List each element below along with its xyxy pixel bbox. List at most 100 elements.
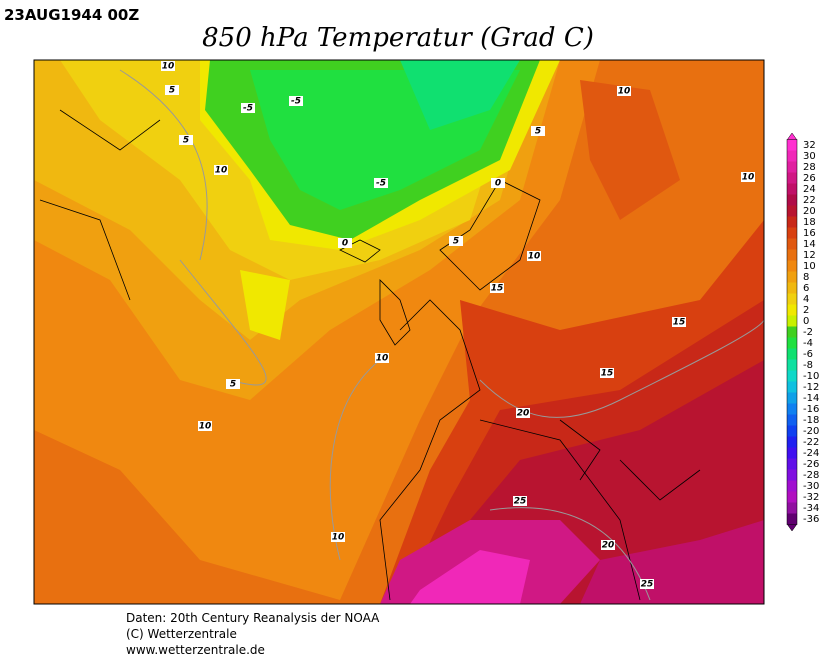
colorbar-swatch [787,172,797,184]
contour-label-box [491,178,505,188]
colorbar-swatch [787,337,797,349]
contour-label-box [527,251,541,261]
contour-label: -5 [243,104,253,114]
contour-label: -5 [291,97,301,107]
contour-label-box [672,317,686,327]
contour-label-box [289,96,303,106]
colorbar-swatch [787,414,797,426]
colorbar-swatch [787,469,797,481]
colorbar-swatch [787,139,797,151]
contour-label-box [375,353,389,363]
colorbar-swatch [787,150,797,162]
contour-label-box [214,165,228,175]
contour-label: 0 [495,179,501,189]
colorbar-label: -12 [803,382,819,393]
contour-label: 5 [230,380,236,390]
colorbar-swatch [787,227,797,239]
colorbar-label: 24 [803,184,816,195]
contour-label: -5 [376,179,386,189]
contour-label-box [338,238,352,248]
colorbar-label: 14 [803,239,816,250]
colorbar-label: -16 [803,404,819,415]
contour-label: 10 [742,173,755,183]
contour-label-box [161,61,175,71]
colorbar-label: -2 [803,327,813,338]
contour-label: 5 [169,86,175,96]
contour-label: 5 [535,127,541,137]
colorbar: 32302826242220181614121086420-2-4-6-8-10… [786,132,819,532]
colorbar-label: 0 [803,316,809,327]
colorbar-swatch [787,392,797,404]
contour-label: 10 [215,166,228,176]
colorbar-swatch [787,348,797,360]
footer-line: Daten: 20th Century Reanalysis der NOAA [126,611,380,625]
colorbar-swatch [787,458,797,470]
colorbar-label: 8 [803,272,809,283]
colorbar-label: 6 [803,283,809,294]
colorbar-swatch [787,304,797,316]
contour-label: 10 [332,533,345,543]
colorbar-label: -10 [803,371,819,382]
map [33,59,765,605]
colorbar-frame [786,139,798,525]
colorbar-swatch [787,491,797,503]
colorbar-swatch [787,183,797,195]
contour-label: 10 [162,62,175,72]
colorbar-swatch [787,194,797,206]
contour-label-box [331,532,345,542]
contour-label: 10 [528,252,541,262]
colorbar-swatch [787,447,797,459]
colorbar-label: -34 [803,503,819,514]
contour-label-box [600,368,614,378]
colorbar-label: 20 [803,206,816,217]
contour-label: 20 [517,409,530,419]
contour-label-box [741,172,755,182]
contour-label: 25 [514,497,527,507]
colorbar-swatch [787,282,797,294]
colorbar-arrow [786,523,798,532]
colorbar-label: 32 [803,140,816,151]
colorbar-swatch [787,271,797,283]
contour-label-box [165,85,179,95]
colorbar-swatch [787,381,797,393]
contour-label: 15 [491,284,504,294]
contour-label: 25 [641,580,654,590]
colorbar-label: -28 [803,470,819,481]
colorbar-label: -26 [803,459,819,470]
contour-label: 5 [453,237,459,247]
contour-label-box [374,178,388,188]
colorbar-label: -30 [803,481,819,492]
colorbar-swatch [787,480,797,492]
colorbar-swatch [787,359,797,371]
colorbar-swatch [787,293,797,305]
contour-label-box [516,408,530,418]
colorbar-label: -8 [803,360,813,371]
colorbar-swatch [787,260,797,272]
colorbar-label: 4 [803,294,809,305]
contour-label: 10 [618,87,631,97]
contour-label-box [490,283,504,293]
colorbar-swatch [787,315,797,327]
contour-label-box [531,126,545,136]
contour-label: 10 [376,354,389,364]
colorbar-swatch [787,249,797,261]
contour-label-box [601,540,615,550]
colorbar-label: -24 [803,448,819,459]
colorbar-label: -14 [803,393,819,404]
colorbar-swatch [787,436,797,448]
colorbar-label: -32 [803,492,819,503]
footer-line: www.wetterzentrale.de [126,643,265,657]
colorbar-label: 18 [803,217,816,228]
colorbar-label: 12 [803,250,816,261]
colorbar-label: -20 [803,426,819,437]
contour-label-box [449,236,463,246]
contour-label: 5 [183,136,189,146]
colorbar-swatch [787,513,797,525]
contour-label-box [640,579,654,589]
colorbar-swatch [787,326,797,338]
contour-label: 15 [673,318,686,328]
colorbar-label: 22 [803,195,816,206]
colorbar-swatch [787,205,797,217]
map-title: 850 hPa Temperatur (Grad C) [202,23,594,53]
